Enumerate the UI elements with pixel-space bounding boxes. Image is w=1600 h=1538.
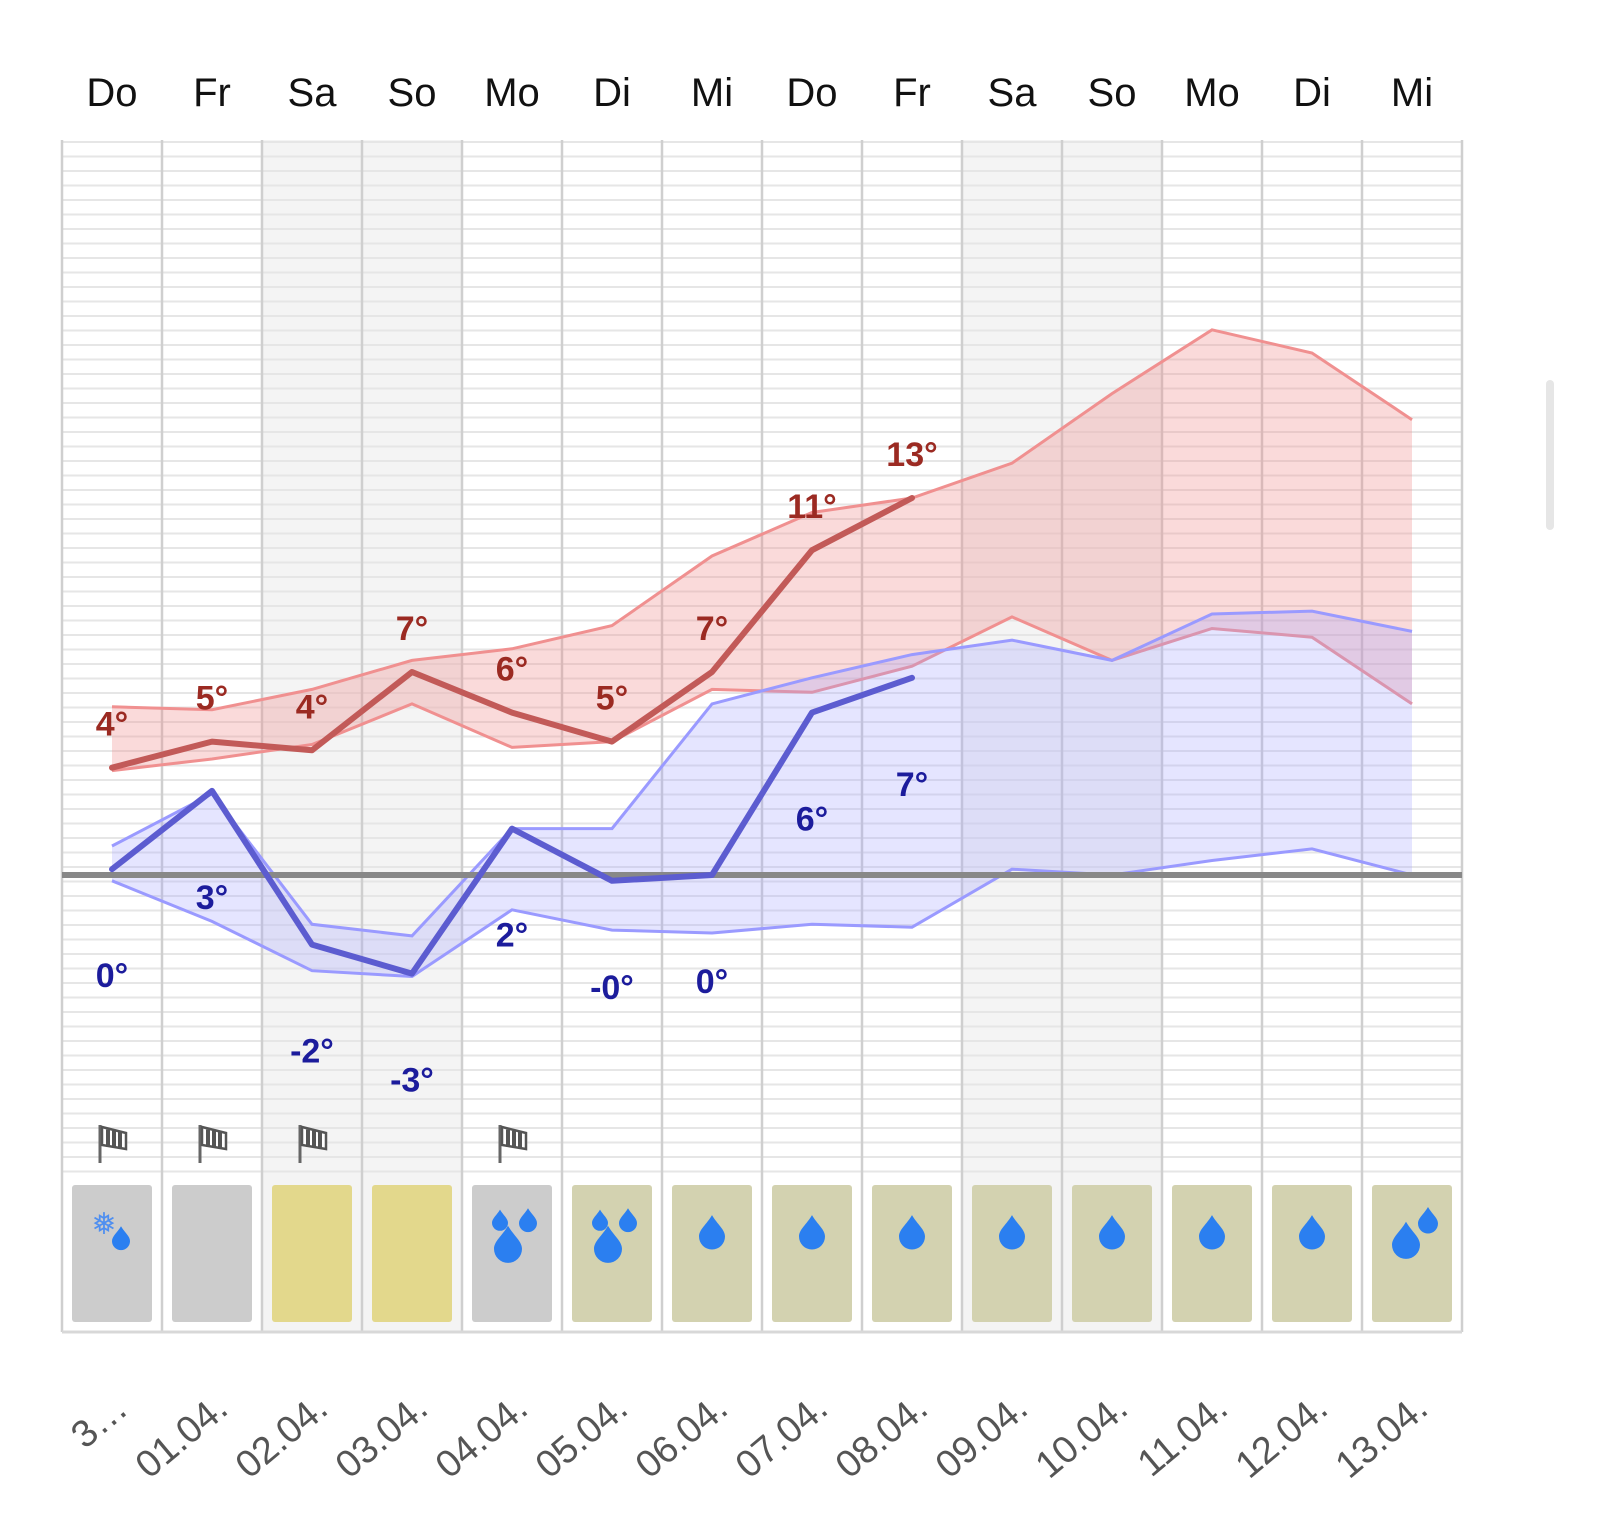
date-label: 3… [63, 1387, 135, 1457]
rain-drop [999, 1215, 1025, 1250]
min-temp-label: -3° [390, 1062, 434, 1100]
day-label: So [1088, 71, 1137, 115]
rain-drop [494, 1225, 522, 1263]
min-temp-label: 0° [696, 963, 729, 1001]
day-label: Mi [1391, 71, 1433, 115]
max-temp-label: 6° [496, 651, 529, 689]
date-label: 01.04. [128, 1387, 236, 1487]
date-label: 04.04. [428, 1387, 536, 1487]
day-label: Fr [893, 71, 931, 115]
min-temp-label: 7° [896, 766, 929, 804]
max-temp-label: 5° [196, 680, 229, 718]
date-label: 11.04. [1130, 1387, 1236, 1485]
max-temp-label: 11° [787, 488, 837, 526]
weather-box [372, 1185, 452, 1322]
rain-drop [899, 1215, 925, 1250]
day-label: Mo [484, 71, 540, 115]
band-area [112, 329, 1412, 771]
rain-drop [1099, 1215, 1125, 1250]
min-temp-label: -0° [590, 969, 634, 1007]
max-temp-label: 5° [596, 680, 629, 718]
day-label: Mo [1184, 71, 1240, 115]
rain-drop [592, 1209, 608, 1231]
wind-icon [98, 1125, 128, 1163]
day-label: Fr [193, 71, 231, 115]
max-temp-label: 4° [96, 706, 129, 744]
day-label: Do [86, 71, 137, 115]
min-temp-label: 2° [496, 917, 529, 955]
weather-box [1272, 1185, 1352, 1322]
temperature-line [109, 674, 915, 977]
min-temp-label: 3° [196, 879, 229, 917]
min-temp-label: -2° [290, 1033, 334, 1071]
date-label: 07.04. [728, 1387, 836, 1487]
wind-icon [198, 1125, 228, 1163]
rain-drop [619, 1208, 637, 1233]
rain-drop [799, 1215, 825, 1250]
day-label: Sa [988, 71, 1038, 115]
band-edge [111, 609, 1413, 938]
date-label: 09.04. [928, 1387, 1036, 1487]
scrollbar [1546, 380, 1554, 530]
weather-box [872, 1185, 952, 1322]
rain-drop [112, 1226, 130, 1251]
rain-drop [519, 1208, 537, 1233]
weather-box [1072, 1185, 1152, 1322]
rain-drop [699, 1215, 725, 1250]
date-label: 10.04. [1028, 1387, 1136, 1487]
date-label: 02.04. [228, 1387, 336, 1487]
day-label: Di [1293, 71, 1331, 115]
band-edge [111, 847, 1413, 979]
rain-drop [1418, 1207, 1438, 1234]
weather-box [972, 1185, 1052, 1322]
day-label: Sa [288, 71, 338, 115]
day-label: Di [593, 71, 631, 115]
min-temp-label: 6° [796, 801, 829, 839]
rain-drop [1392, 1221, 1420, 1259]
date-label: 06.04. [628, 1387, 736, 1487]
band-edge [111, 328, 1413, 712]
day-label: So [388, 71, 437, 115]
wind-icon [298, 1125, 328, 1163]
rain-drop [1199, 1215, 1225, 1250]
rain-drop [1299, 1215, 1325, 1250]
rain-drop [594, 1225, 622, 1263]
max-temp-label: 7° [396, 610, 429, 648]
max-temp-label: 13° [886, 436, 937, 474]
snow-flake: ❅ [91, 1208, 116, 1241]
date-label: 13.04. [1328, 1387, 1436, 1487]
weather-box [172, 1185, 252, 1322]
max-temp-label: 7° [696, 610, 729, 648]
date-label: 05.04. [528, 1387, 636, 1487]
weather-box [1172, 1185, 1252, 1322]
date-label: 08.04. [828, 1387, 936, 1487]
max-temp-label: 4° [296, 688, 329, 726]
day-label: Do [786, 71, 837, 115]
temperature-line [109, 495, 915, 771]
min-temp-label: 0° [96, 957, 129, 995]
weather-box [672, 1185, 752, 1322]
wind-icon [498, 1125, 528, 1163]
weather-box [272, 1185, 352, 1322]
day-label: Mi [691, 71, 733, 115]
date-label: 03.04. [328, 1387, 436, 1487]
date-label: 12.04. [1228, 1387, 1336, 1487]
weather-box [72, 1185, 152, 1322]
weather-box [772, 1185, 852, 1322]
rain-drop [492, 1209, 508, 1231]
